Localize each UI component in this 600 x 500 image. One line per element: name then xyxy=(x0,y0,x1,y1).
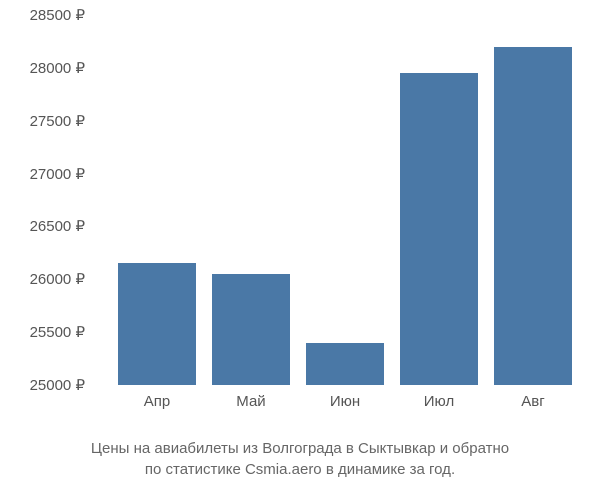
y-tick-label: 26500 ₽ xyxy=(30,217,85,235)
bar-wrap xyxy=(204,15,298,385)
x-tick-label: Авг xyxy=(486,393,580,410)
y-tick-label: 26000 ₽ xyxy=(30,270,85,288)
y-tick-label: 28000 ₽ xyxy=(30,59,85,77)
y-tick-label: 27500 ₽ xyxy=(30,112,85,130)
bar xyxy=(494,47,572,385)
y-tick-label: 28500 ₽ xyxy=(30,6,85,24)
plot-area: АпрМайИюнИюлАвг xyxy=(100,15,590,385)
price-chart: 25000 ₽ 25500 ₽ 26000 ₽ 26500 ₽ 27000 ₽ 27500… xyxy=(10,15,590,415)
bar-wrap xyxy=(298,15,392,385)
x-tick-label: Июл xyxy=(392,393,486,410)
bar xyxy=(306,343,384,385)
bar-wrap xyxy=(486,15,580,385)
x-tick-label: Июн xyxy=(298,393,392,410)
caption-line-2: по статистике Csmia.aero в динамике за г… xyxy=(145,461,455,478)
bars-group xyxy=(100,15,590,385)
bar-wrap xyxy=(110,15,204,385)
y-axis: 25000 ₽25500 ₽26000 ₽26500 ₽27000 ₽27500… xyxy=(10,15,95,385)
bar xyxy=(118,263,196,385)
y-tick-label: 25500 ₽ xyxy=(30,323,85,341)
y-tick-label: 25000 ₽ xyxy=(30,376,85,394)
x-tick-label: Май xyxy=(204,393,298,410)
bar xyxy=(400,73,478,385)
x-axis-labels: АпрМайИюнИюлАвг xyxy=(100,393,590,410)
y-tick-label: 27000 ₽ xyxy=(30,165,85,183)
caption-line-1: Цены на авиабилеты из Волгограда в Сыкты… xyxy=(91,440,509,457)
x-tick-label: Апр xyxy=(110,393,204,410)
bar-wrap xyxy=(392,15,486,385)
chart-caption: Цены на авиабилеты из Волгограда в Сыкты… xyxy=(0,438,600,480)
bar xyxy=(212,274,290,385)
